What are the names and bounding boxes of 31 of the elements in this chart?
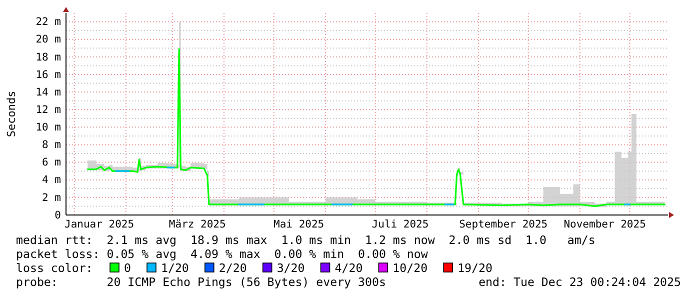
y-tick-label: 8 m — [42, 139, 61, 152]
legend-label: 0 — [124, 261, 131, 275]
x-tick-label: November 2025 — [564, 218, 646, 230]
text: end: Tue Dec 23 00:24:04 2025 — [478, 275, 682, 289]
legend-label: 10/20 — [392, 261, 428, 275]
legend-label: 3/20 — [276, 261, 305, 275]
y-tick-label: 14 m — [36, 86, 61, 98]
x-tick-label: September 2025 — [459, 218, 548, 230]
y-tick-label: 10 m — [36, 122, 61, 134]
legend-label: 4/20 — [334, 261, 363, 275]
text: probe: 20 ICMP Echo Pings (56 Bytes) every 300s — [16, 275, 386, 289]
y-tick-label: 12 m — [36, 104, 61, 116]
text: median rtt: 2.1 ms avg 18.9 ms max 1.0 ms min 1.2 ms now 2.0 ms sd 1.0 am/s — [16, 233, 596, 247]
y-tick-label: 4 m — [42, 174, 61, 186]
y-tick-label: 18 m — [36, 51, 61, 64]
x-tick-label: Mai 2025 — [274, 218, 324, 230]
y-tick-label: 20 m — [36, 34, 61, 46]
x-tick-label: Juli 2025 — [372, 218, 429, 230]
legend-label: 1/20 — [160, 261, 189, 275]
legend-label: 19/20 — [458, 261, 492, 275]
x-tick-label: Januar 2025 — [64, 218, 134, 230]
y-axis-title: Seconds — [5, 90, 18, 138]
y-tick-label: 2 m — [42, 192, 61, 204]
legend-title: loss color: — [16, 261, 93, 275]
x-tick-label: März 2025 — [168, 218, 226, 230]
text: packet loss: 0.05 % avg 4.09 % max 0.00 % min 0.00 % now — [16, 247, 428, 261]
y-tick-label: 22 m — [36, 16, 61, 28]
legend-label: 2/20 — [218, 261, 247, 275]
y-tick-label: 0 — [54, 209, 61, 222]
y-tick-label: 16 m — [36, 68, 61, 81]
y-tick-label: 6 m — [42, 156, 61, 169]
